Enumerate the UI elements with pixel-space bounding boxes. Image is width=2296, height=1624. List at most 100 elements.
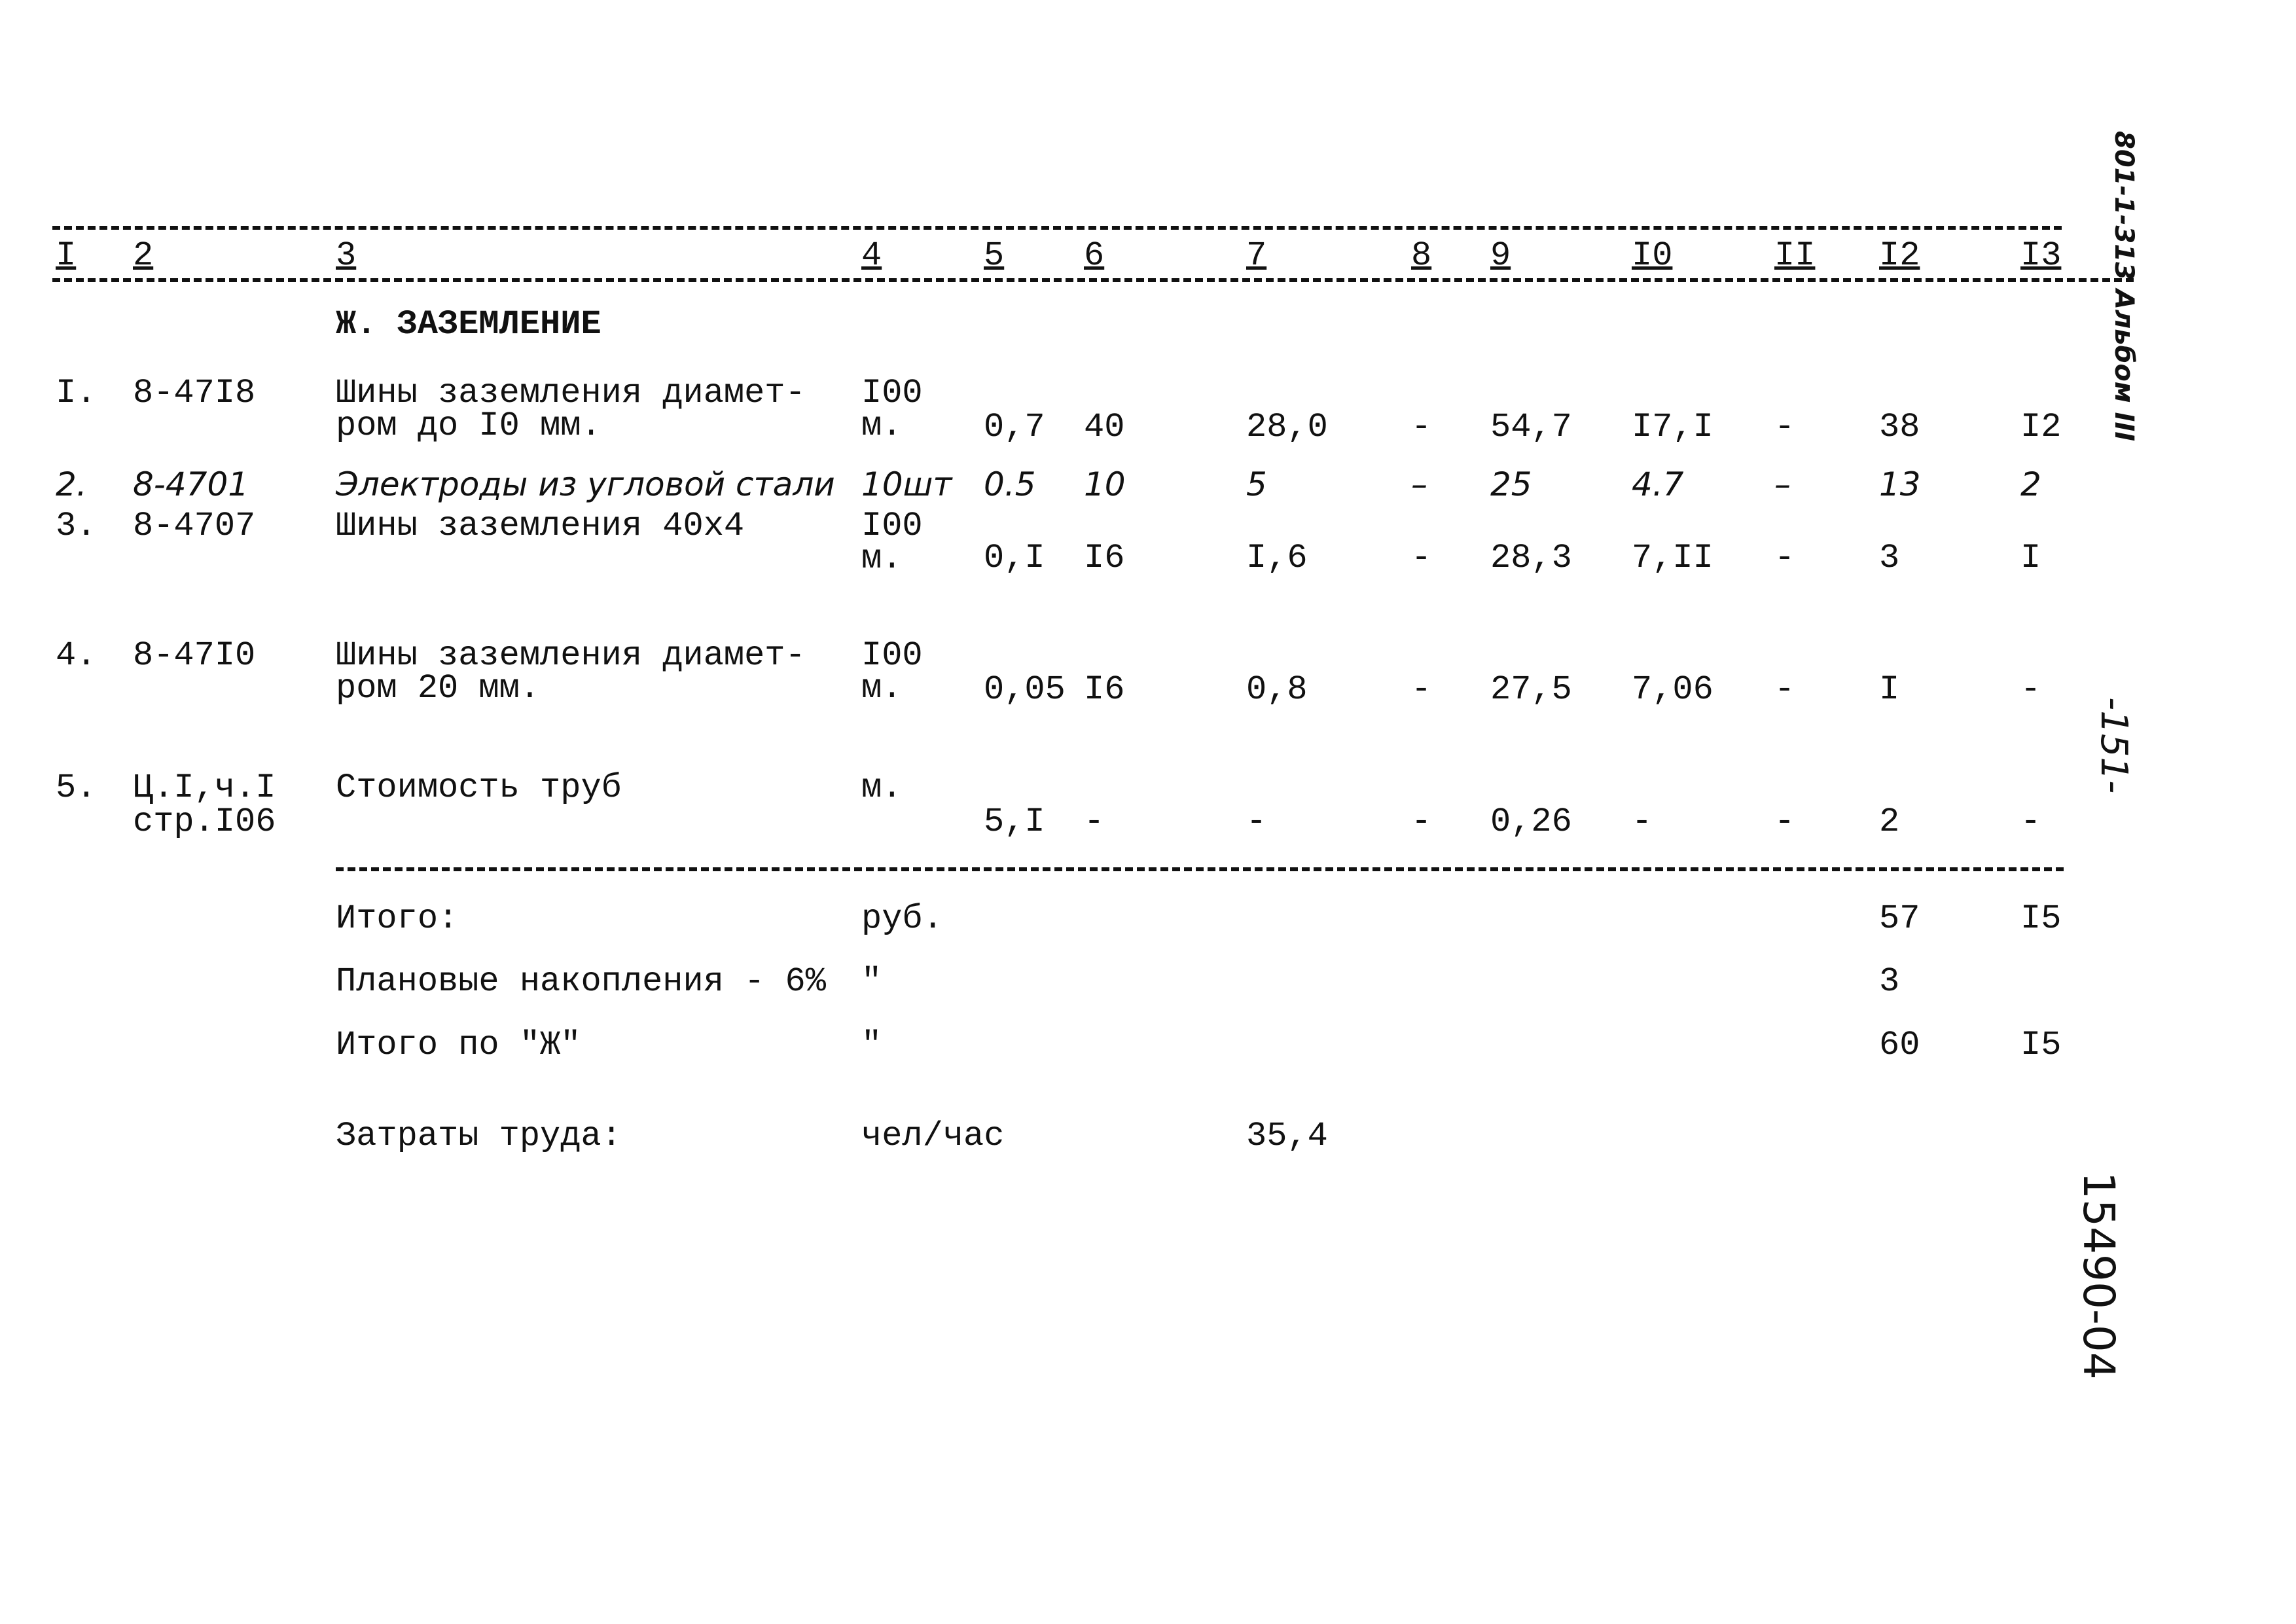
row-cell-c9: 25 bbox=[1490, 465, 1532, 503]
row-cell-c5: 0.5 bbox=[984, 465, 1036, 503]
row-cell-c11: - bbox=[1774, 803, 1795, 841]
row-cell-c9: 54,7 bbox=[1490, 408, 1572, 446]
row-name: ром до I0 мм. bbox=[336, 406, 601, 445]
row-cell-c11: - bbox=[1774, 670, 1795, 709]
row-cell-c13: I bbox=[2020, 539, 2041, 577]
row-cell-c11: - bbox=[1774, 408, 1795, 446]
row-name: ром 20 мм. bbox=[336, 669, 541, 708]
row-cell-c13: - bbox=[2020, 670, 2041, 709]
column-header-13: I3 bbox=[2020, 236, 2062, 275]
row-name: Стоимость труб bbox=[336, 768, 622, 807]
row-cell-c10: 4.7 bbox=[1632, 465, 1684, 503]
row-unit: м. bbox=[861, 539, 903, 578]
total-col12: 3 bbox=[1879, 962, 1900, 1001]
header-bottom-divider bbox=[52, 278, 2134, 282]
column-header-9: 9 bbox=[1490, 236, 1511, 275]
row-cell-c6: I6 bbox=[1084, 539, 1125, 577]
totals-divider bbox=[336, 867, 2064, 871]
row-cell-c5: 0,I bbox=[984, 539, 1045, 577]
column-header-7: 7 bbox=[1246, 236, 1267, 275]
row-code: 8-47I8 bbox=[133, 374, 256, 412]
total-col13: I5 bbox=[2020, 1026, 2062, 1064]
row-cell-c12: I bbox=[1879, 670, 1900, 709]
row-cell-c13: I2 bbox=[2020, 408, 2062, 446]
row-cell-c11: - bbox=[1774, 539, 1795, 577]
total-col13: I5 bbox=[2020, 899, 2062, 938]
row-code: Ц.I,ч.I bbox=[133, 768, 276, 807]
header-top-divider bbox=[52, 226, 2062, 230]
row-unit: м. bbox=[861, 669, 903, 708]
column-header-1: I bbox=[56, 236, 77, 275]
row-cell-c10: - bbox=[1632, 803, 1653, 841]
column-header-6: 6 bbox=[1084, 236, 1105, 275]
total-unit: руб. bbox=[861, 899, 943, 938]
row-number: 3. bbox=[56, 507, 97, 545]
row-cell-c6: 10 bbox=[1084, 465, 1126, 503]
row-unit: I00 bbox=[861, 507, 923, 545]
row-cell-c6: I6 bbox=[1084, 670, 1125, 709]
row-cell-c5: 0,05 bbox=[984, 670, 1066, 709]
total-unit: " bbox=[861, 1026, 882, 1064]
labor-value: 35,4 bbox=[1246, 1117, 1328, 1155]
row-unit: м. bbox=[861, 768, 903, 807]
row-cell-c9: 27,5 bbox=[1490, 670, 1572, 709]
column-header-3: 3 bbox=[336, 236, 357, 275]
row-number: 2. bbox=[56, 465, 87, 503]
row-unit: I00 bbox=[861, 636, 923, 675]
row-number: 5. bbox=[56, 768, 97, 807]
total-label: Итого: bbox=[336, 899, 459, 938]
row-cell-c8: - bbox=[1411, 539, 1432, 577]
row-cell-c8: – bbox=[1411, 465, 1427, 503]
row-name: Шины заземления диамет- bbox=[336, 374, 806, 412]
row-cell-c5: 0,7 bbox=[984, 408, 1045, 446]
total-unit: " bbox=[861, 962, 882, 1001]
row-cell-c12: 13 bbox=[1879, 465, 1921, 503]
row-cell-c6: 40 bbox=[1084, 408, 1125, 446]
row-cell-c7: 5 bbox=[1246, 465, 1267, 503]
column-header-10: I0 bbox=[1632, 236, 1673, 275]
row-code: 8-47I0 bbox=[133, 636, 256, 675]
row-cell-c12: 2 bbox=[1879, 803, 1900, 841]
row-cell-c6: - bbox=[1084, 803, 1105, 841]
row-cell-c7: I,6 bbox=[1246, 539, 1308, 577]
row-cell-c11: – bbox=[1774, 465, 1791, 503]
row-cell-c7: 0,8 bbox=[1246, 670, 1308, 709]
row-name: Шины заземления диамет- bbox=[336, 636, 806, 675]
total-col12: 60 bbox=[1879, 1026, 1920, 1064]
column-header-2: 2 bbox=[133, 236, 154, 275]
total-col12: 57 bbox=[1879, 899, 1920, 938]
row-cell-c8: - bbox=[1411, 408, 1432, 446]
column-header-11: II bbox=[1774, 236, 1816, 275]
row-code: 8-4707 bbox=[133, 507, 256, 545]
row-cell-c13: 2 bbox=[2020, 465, 2041, 503]
margin-doc-code: 801-1-313 Альбом III bbox=[2109, 131, 2139, 442]
row-cell-c12: 38 bbox=[1879, 408, 1920, 446]
row-name: Шины заземления 40х4 bbox=[336, 507, 745, 545]
row-unit: м. bbox=[861, 406, 903, 445]
row-cell-c7: - bbox=[1246, 803, 1267, 841]
row-cell-c10: I7,I bbox=[1632, 408, 1713, 446]
row-cell-c10: 7,06 bbox=[1632, 670, 1713, 709]
row-cell-c8: - bbox=[1411, 803, 1432, 841]
row-cell-c13: - bbox=[2020, 803, 2041, 841]
row-number: 4. bbox=[56, 636, 97, 675]
row-unit: I00 bbox=[861, 374, 923, 412]
row-cell-c5: 5,I bbox=[984, 803, 1045, 841]
labor-unit: чел/час bbox=[861, 1117, 1005, 1155]
row-cell-c9: 0,26 bbox=[1490, 803, 1572, 841]
row-unit: 10шт bbox=[861, 465, 952, 503]
column-header-12: I2 bbox=[1879, 236, 1920, 275]
row-cell-c7: 28,0 bbox=[1246, 408, 1328, 446]
row-code: 8-4701 bbox=[133, 465, 249, 503]
column-header-8: 8 bbox=[1411, 236, 1432, 275]
row-cell-c9: 28,3 bbox=[1490, 539, 1572, 577]
section-title: Ж. ЗАЗЕМЛЕНИЕ bbox=[336, 305, 601, 344]
row-cell-c8: - bbox=[1411, 670, 1432, 709]
row-number: I. bbox=[56, 374, 97, 412]
row-code: стр.I06 bbox=[133, 803, 276, 841]
row-cell-c12: 3 bbox=[1879, 539, 1900, 577]
total-label: Итого по "Ж" bbox=[336, 1026, 581, 1064]
row-cell-c10: 7,II bbox=[1632, 539, 1713, 577]
margin-page-number: -151- bbox=[2092, 697, 2135, 794]
